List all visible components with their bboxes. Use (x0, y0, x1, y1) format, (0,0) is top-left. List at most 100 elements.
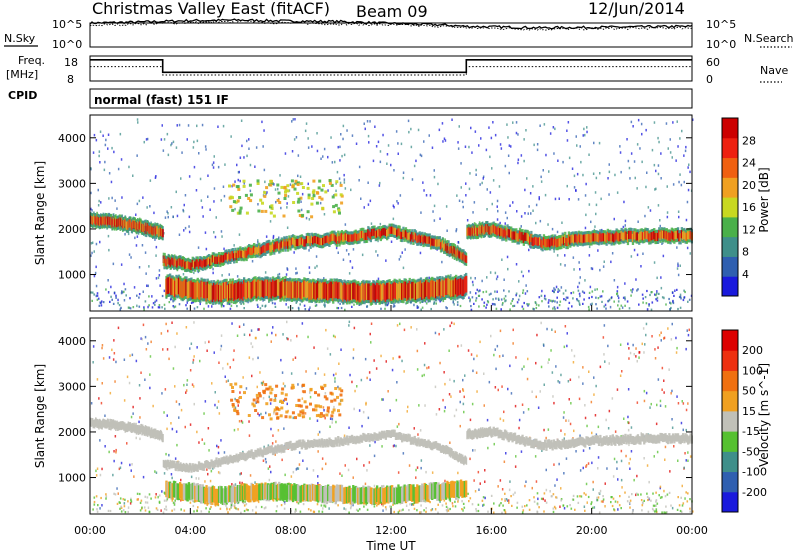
echo-cell (428, 282, 431, 300)
echo-cell (427, 282, 430, 299)
clutter-pixel (498, 504, 501, 507)
clutter-pixel (543, 297, 546, 300)
scatter-pixel (308, 271, 311, 274)
echo-cell (248, 281, 251, 298)
clutter-pixel (208, 510, 210, 513)
echo-cell (319, 281, 322, 299)
scatter-pixel (99, 507, 101, 510)
scatter-pixel (664, 445, 667, 449)
scatter-pixel (549, 132, 552, 135)
clutter-pixel (666, 493, 669, 496)
scatter-pixel (270, 470, 272, 474)
clutter-pixel (538, 304, 540, 307)
scatter-pixel (192, 385, 195, 388)
echo-cell (368, 434, 371, 443)
clutter-pixel (394, 301, 397, 304)
clutter-pixel (549, 299, 552, 302)
echo-cell (546, 239, 549, 248)
scatter-pixel (662, 254, 665, 258)
scatter-pixel (170, 422, 172, 425)
scatter-pixel (339, 145, 341, 149)
echo-cell (343, 234, 346, 242)
scatter-pixel (448, 393, 451, 396)
scatter-pixel (470, 126, 472, 130)
scatter-pixel (545, 153, 547, 157)
clutter-pixel (685, 491, 687, 494)
scatter-pixel (632, 125, 634, 128)
echo-cell (180, 280, 183, 298)
echo-cell (358, 285, 361, 303)
scatter-pixel (309, 391, 311, 394)
clutter-pixel (236, 305, 238, 308)
echo-cell (659, 231, 662, 240)
clutter-pixel (535, 306, 538, 310)
scatter-pixel (651, 335, 653, 338)
scatter-pixel (163, 232, 165, 235)
echo-cell (626, 233, 630, 243)
patch-pixel (320, 188, 324, 192)
clutter-pixel (96, 508, 98, 511)
scatter-pixel (520, 450, 523, 453)
clutter-pixel (263, 507, 266, 510)
patch-pixel (284, 188, 288, 192)
clutter-pixel (553, 306, 556, 309)
echo-cell (403, 231, 406, 239)
scatter-pixel (488, 380, 491, 384)
echo-cell (670, 230, 673, 239)
clutter-pixel (652, 509, 655, 512)
scatter-pixel (292, 358, 294, 361)
scatter-pixel (428, 134, 430, 137)
echo-cell (226, 457, 229, 465)
clutter-pixel (425, 510, 427, 513)
echo-cell (374, 285, 377, 302)
echo-cell (278, 279, 281, 296)
echo-cell (250, 449, 253, 457)
echo-cell (255, 281, 258, 299)
scatter-pixel (226, 362, 229, 366)
echo-cell (409, 437, 413, 445)
scatter-pixel (213, 231, 215, 234)
scatter-pixel (150, 340, 152, 344)
scatter-pixel (284, 473, 286, 477)
echo-cell (426, 440, 429, 449)
scatter-pixel (185, 389, 188, 392)
clutter-pixel (558, 289, 561, 292)
scatter-pixel (222, 185, 225, 188)
scatter-pixel (167, 329, 169, 333)
scatter-pixel (653, 261, 656, 264)
echo-cell (254, 449, 257, 458)
scatter-pixel (420, 154, 423, 158)
scatter-pixel (525, 480, 527, 483)
echo-cell (378, 431, 381, 439)
scatter-pixel (211, 382, 213, 385)
clutter-pixel (165, 508, 168, 511)
scatter-pixel (479, 340, 481, 344)
scatter-pixel (382, 133, 384, 137)
clutter-pixel (349, 507, 352, 510)
clutter-pixel (666, 511, 668, 514)
clutter-pixel (669, 308, 671, 311)
patch-pixel (297, 197, 301, 201)
scatter-pixel (650, 402, 652, 406)
scatter-pixel (98, 397, 100, 400)
echo-cell (194, 261, 197, 269)
scatter-pixel (240, 119, 243, 122)
scatter-pixel (486, 276, 488, 279)
clutter-pixel (225, 504, 227, 507)
scatter-pixel (114, 435, 117, 438)
scatter-pixel (540, 175, 542, 179)
echo-cell (338, 439, 341, 447)
echo-cell (332, 440, 335, 448)
scatter-pixel (552, 395, 554, 398)
echo-cell (345, 233, 349, 241)
scatter-pixel (298, 451, 301, 454)
scatter-pixel (207, 472, 209, 476)
echo-cell (417, 437, 420, 445)
scatter-pixel (222, 124, 225, 128)
clutter-pixel (348, 511, 350, 514)
scatter-pixel (560, 429, 562, 432)
clutter-pixel (551, 495, 553, 498)
patch-pixel (296, 191, 300, 195)
echo-cell (355, 233, 359, 242)
clutter-pixel (490, 494, 493, 497)
